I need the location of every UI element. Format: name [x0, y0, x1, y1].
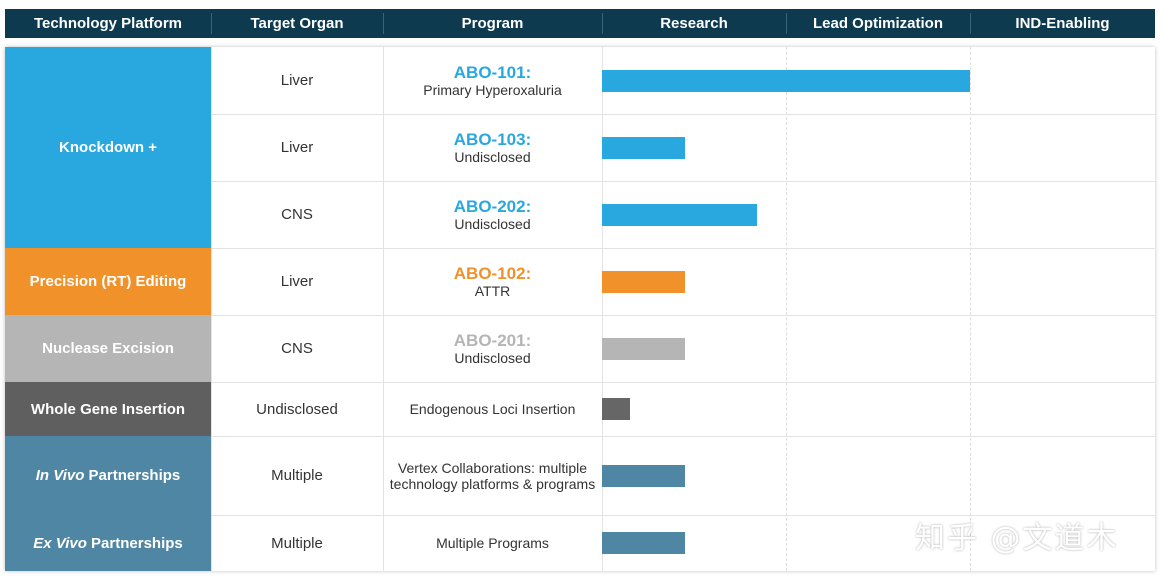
header-research: Research: [660, 15, 728, 32]
program-name: ABO-202:: [453, 197, 532, 216]
progress-bar: [602, 337, 685, 360]
header-lead-optimization: Lead Optimization: [812, 15, 943, 32]
target-organ-cell: Liver: [280, 139, 314, 156]
table-header: Technology Platform Target Organ Program…: [5, 9, 1155, 38]
program-description: Undisclosed: [454, 350, 531, 366]
row-separator: [211, 181, 1155, 182]
program-cell: Endogenous Loci Insertion: [383, 382, 602, 436]
program-description: Undisclosed: [454, 216, 531, 232]
target-organ-cell: Multiple: [271, 534, 323, 552]
program-description: Endogenous Loci Insertion: [409, 401, 576, 417]
program-cell: Multiple Programs: [383, 515, 602, 571]
header-ind-enabling: IND-Enabling: [1015, 15, 1110, 32]
pipeline-table: Knockdown + Precision (RT) Editing Nucleas…: [5, 47, 1155, 571]
platform-cell: Ex Vivo Partnerships: [5, 515, 211, 571]
program-name: ABO-201:: [453, 331, 532, 350]
program-name: ABO-101:: [453, 63, 532, 82]
target-organ-cell: Liver: [280, 273, 314, 290]
program-description: Undisclosed: [454, 149, 531, 165]
program-name: ABO-102:: [453, 264, 532, 283]
watermark: 知乎 @文道木: [915, 521, 1119, 556]
program-cell: ABO-101: Primary Hyperoxaluria: [383, 47, 602, 114]
program-description: ATTR: [474, 283, 511, 299]
stage-gridline: [786, 47, 787, 571]
platform-label-rest: Partnerships: [84, 467, 181, 484]
progress-bar: [602, 398, 630, 420]
platform-label: Nuclease Excision: [42, 340, 174, 357]
program-name: ABO-103:: [453, 130, 532, 149]
program-description: Vertex Collaborations: multiple technolo…: [389, 459, 596, 492]
platform-label-italic: Ex Vivo: [33, 534, 87, 552]
header-technology-platform: Technology Platform: [33, 15, 183, 32]
header-target-organ: Target Organ: [250, 15, 344, 32]
program-cell: ABO-102: ATTR: [383, 248, 602, 315]
column-separator: [602, 47, 603, 571]
column-separator: [383, 47, 384, 571]
target-organ-cell: Multiple: [271, 467, 323, 484]
progress-bar: [602, 270, 685, 293]
target-organ-cell: CNS: [281, 206, 313, 223]
platform-label-italic: In Vivo: [35, 467, 85, 484]
header-program: Program: [461, 15, 524, 32]
row-separator: [211, 114, 1155, 115]
program-cell: Vertex Collaborations: multiple technolo…: [383, 436, 602, 515]
row-separator: [211, 515, 1155, 516]
program-cell: ABO-202: Undisclosed: [383, 181, 602, 248]
platform-cell: Nuclease Excision: [5, 315, 211, 382]
platform-label: Precision (RT) Editing: [29, 273, 187, 290]
progress-bar: [602, 69, 970, 92]
target-organ-cell: CNS: [281, 340, 313, 357]
row-separator: [211, 382, 1155, 383]
program-cell: ABO-201: Undisclosed: [383, 315, 602, 382]
platform-label: Whole Gene Insertion: [30, 400, 186, 418]
row-separator: [211, 248, 1155, 249]
progress-bar: [602, 464, 685, 487]
progress-bar: [602, 532, 685, 554]
stage-gridline: [970, 47, 971, 571]
program-cell: ABO-103: Undisclosed: [383, 114, 602, 181]
platform-cell: Whole Gene Insertion: [5, 382, 211, 436]
row-separator: [211, 315, 1155, 316]
platform-label: Knockdown +: [59, 139, 157, 156]
program-description: Primary Hyperoxaluria: [423, 82, 562, 98]
column-separator: [211, 47, 212, 571]
target-organ-cell: Liver: [280, 72, 314, 89]
platform-label-rest: Partnerships: [86, 534, 183, 552]
platform-cell: In Vivo Partnerships: [5, 436, 211, 515]
program-description: Multiple Programs: [436, 535, 549, 551]
row-separator: [211, 436, 1155, 437]
platform-cell: Precision (RT) Editing: [5, 248, 211, 315]
platform-label: Ex Vivo Partnerships: [33, 535, 183, 552]
progress-bar: [602, 136, 685, 159]
platform-cell: Knockdown +: [5, 47, 211, 248]
target-organ-cell: Undisclosed: [256, 400, 338, 418]
platform-label: In Vivo Partnerships: [36, 467, 181, 484]
progress-bar: [602, 203, 757, 226]
